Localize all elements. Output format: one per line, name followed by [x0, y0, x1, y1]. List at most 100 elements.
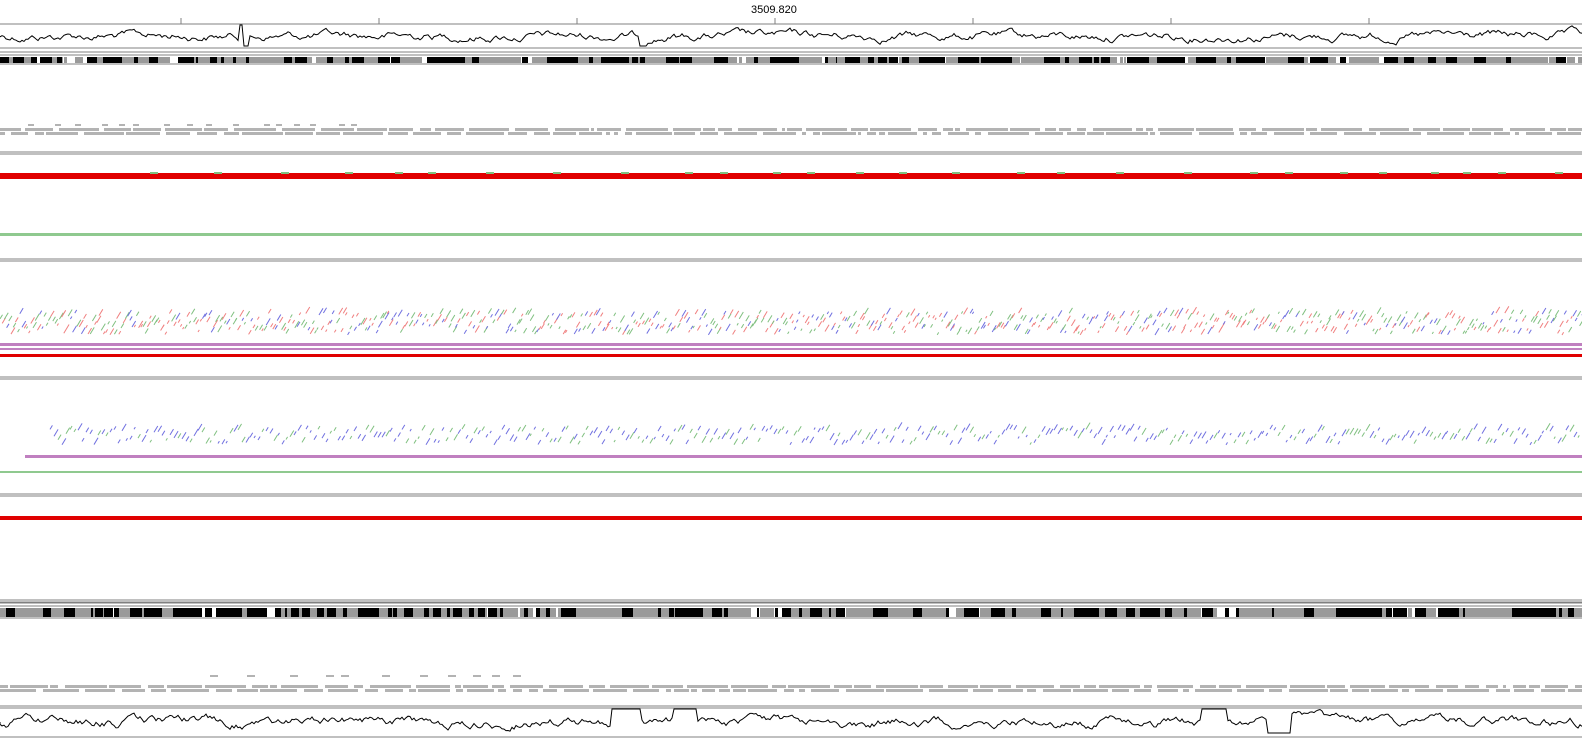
- alignment-hit: [817, 427, 821, 433]
- alignment-hit: [845, 439, 849, 444]
- feature-box: [498, 689, 506, 692]
- alignment-hit: [517, 426, 521, 432]
- alignment-hit: [945, 433, 949, 438]
- alignment-hit: [1207, 326, 1213, 335]
- sequence-block: [699, 57, 707, 63]
- alignment-hit: [1441, 432, 1447, 440]
- alignment-hits-lower[interactable]: [0, 422, 1582, 473]
- alignment-hit: [169, 428, 174, 436]
- top-gc-plot: [0, 23, 1582, 49]
- alignment-hit: [1370, 318, 1374, 323]
- feature-box: [59, 128, 99, 131]
- alignment-hit: [848, 323, 853, 328]
- alignment-hit: [644, 317, 650, 325]
- alignment-hit: [1528, 329, 1532, 334]
- alignment-hit: [1173, 434, 1177, 439]
- alignment-hit: [531, 326, 537, 333]
- alignment-hit: [773, 428, 778, 435]
- alignment-hit: [1317, 313, 1321, 318]
- frame-green-tick: [345, 172, 353, 174]
- alignment-hit: [1051, 316, 1054, 320]
- reverse-frame-red-track[interactable]: [0, 516, 1582, 520]
- forward-frame-red-track[interactable]: [0, 172, 1582, 179]
- sequence-block: [264, 608, 267, 617]
- feature-box: [321, 128, 354, 131]
- feature-box: [1262, 128, 1304, 131]
- sequence-block: [1336, 608, 1352, 617]
- bottom-sequence-bar[interactable]: [0, 602, 1582, 619]
- sequence-block: [1358, 57, 1364, 63]
- alignment-hit: [1365, 423, 1371, 432]
- alignment-hit: [54, 318, 59, 324]
- alignment-hit: [145, 428, 149, 434]
- sequence-block: [56, 608, 71, 617]
- feature-box: [1503, 685, 1506, 688]
- alignment-hit: [593, 309, 598, 316]
- alignment-hit: [96, 315, 102, 323]
- alignment-hit: [765, 327, 769, 333]
- alignment-hit: [1288, 307, 1294, 315]
- alignment-hit: [669, 439, 674, 445]
- alignment-hit: [1513, 438, 1518, 444]
- alignment-hit: [1257, 323, 1262, 329]
- alignment-hit: [135, 311, 140, 317]
- alignment-hit: [1455, 318, 1461, 326]
- alignment-hit: [283, 326, 287, 331]
- alignment-hit: [613, 439, 616, 443]
- alignment-hit: [253, 435, 256, 439]
- alignment-hit: [613, 312, 617, 317]
- alignment-hit: [257, 436, 261, 441]
- alignment-hit: [212, 319, 219, 328]
- alignment-hit: [410, 312, 416, 319]
- alignment-hit: [679, 316, 684, 323]
- alignment-hit: [733, 438, 739, 445]
- alignment-hit: [1329, 438, 1333, 444]
- alignment-hit: [1133, 436, 1138, 442]
- alignment-hit: [861, 316, 866, 321]
- alignment-hit: [1321, 324, 1325, 329]
- alignment-hit: [1381, 313, 1385, 318]
- sequence-block: [873, 608, 890, 617]
- alignment-hit: [1545, 423, 1551, 431]
- frame-green-tick: [553, 172, 561, 174]
- sequence-block: [167, 57, 169, 63]
- reverse-features-track[interactable]: [0, 675, 1582, 692]
- alignment-hit: [118, 330, 122, 335]
- alignment-hit: [93, 437, 99, 445]
- alignment-hit: [168, 309, 173, 314]
- feature-box: [1158, 128, 1194, 131]
- alignment-hit: [1345, 428, 1350, 435]
- alignment-hit: [105, 432, 109, 437]
- alignment-hit: [122, 318, 127, 324]
- feature-box: [636, 132, 672, 135]
- alignment-hit: [859, 312, 865, 320]
- alignment-hit: [1525, 433, 1529, 438]
- alignment-hit: [1416, 326, 1421, 332]
- alignment-hit: [241, 436, 246, 443]
- alignment-hit: [659, 325, 663, 329]
- frame-green-tick: [720, 172, 728, 174]
- feature-box: [122, 689, 145, 692]
- alignment-hit: [298, 312, 302, 316]
- sequence-block: [75, 608, 86, 617]
- alignment-hit: [1200, 328, 1206, 335]
- alignment-hit: [569, 436, 575, 444]
- feature-box: [589, 685, 605, 688]
- forward-features-track[interactable]: [0, 124, 1582, 135]
- sequence-block: [1524, 608, 1541, 617]
- feature-box: [167, 685, 202, 688]
- alignment-hits-upper[interactable]: [0, 306, 1582, 357]
- alignment-hit: [525, 433, 531, 441]
- feature-box: [339, 124, 345, 126]
- feature-box: [1160, 132, 1192, 135]
- top-sequence-bar[interactable]: [0, 51, 1582, 65]
- feature-box: [466, 132, 504, 135]
- alignment-hit: [67, 309, 73, 317]
- forward-frame-green-track[interactable]: [0, 233, 1582, 236]
- alignment-hit: [767, 315, 773, 323]
- alignment-hit: [83, 313, 87, 319]
- alignment-hit: [166, 320, 170, 325]
- sequence-block: [242, 608, 247, 617]
- alignment-hit: [74, 309, 78, 314]
